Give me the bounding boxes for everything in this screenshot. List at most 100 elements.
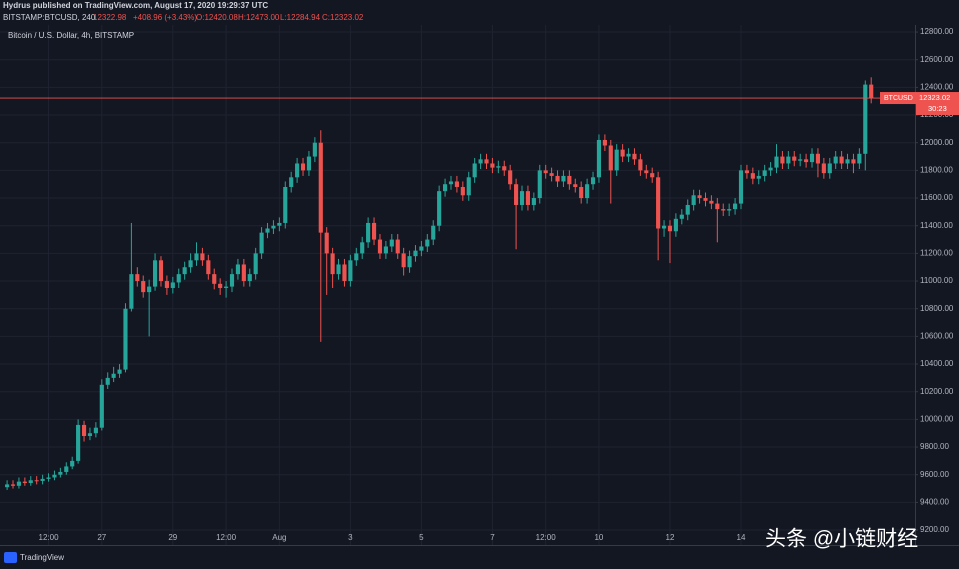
candle-body [318,142,323,233]
open: O:12420.08 [196,13,238,22]
candle-body [780,156,785,164]
candle-body [543,170,548,174]
candle-body [839,156,844,164]
y-tick-label: 9600.00 [920,470,949,479]
candle-body [656,177,661,229]
candle-body [289,177,294,187]
y-tick-label: 11000.00 [920,276,953,285]
x-tick-label: 27 [97,533,106,542]
x-tick-label: 5 [419,533,424,542]
x-tick-label: 12:00 [39,533,60,542]
candle-body [182,267,187,275]
candle-body [283,186,288,223]
candle-body [478,159,483,164]
candle-body [277,222,282,226]
x-tick-label: 29 [168,533,177,542]
candle-body [691,195,696,205]
x-tick-label: 12:00 [216,533,237,542]
candle-body [371,222,377,240]
y-tick-label: 9400.00 [920,498,949,507]
candle-body [377,239,383,254]
candle-body [845,159,850,164]
candle-body [466,177,471,196]
candle-body [212,274,217,284]
countdown: 30:23 [928,104,947,113]
candle-body [762,170,767,176]
candle-body [460,186,465,196]
candle-body [46,477,51,479]
y-tick-label: 10400.00 [920,359,954,368]
candle-body [490,163,495,168]
last: 12322.98 [93,13,127,22]
candle-body [519,191,525,205]
low: L:12284.94 [280,13,321,22]
candle-body [354,253,359,261]
candle-body [105,377,110,385]
change: +408.96 (+3.43%) [133,13,197,22]
candle-body [306,156,312,171]
candle-body [549,173,554,176]
candle-body [697,195,702,199]
candle-body [738,170,744,204]
candle-body [383,246,388,254]
candle-body [709,200,714,204]
candle-body [431,225,436,240]
logo-icon [4,552,17,563]
candle-body [514,184,519,205]
candle-body [821,163,826,174]
candle-body [265,228,270,233]
candle-body [312,142,317,157]
close: C:12323.02 [322,13,364,22]
candle-body [644,170,649,174]
y-tick-label: 10600.00 [920,332,954,341]
candle-body [58,471,63,475]
candle-body [608,145,613,171]
candle-body [733,203,738,210]
candle-body [596,139,602,178]
candle-body [395,239,400,254]
candle-body [200,253,205,261]
candle-body [123,308,128,370]
candle-body [715,203,720,210]
candle-body [336,264,341,275]
candle-body [673,218,678,232]
logo: TradingView [4,552,64,563]
y-tick-label: 9200.00 [920,525,949,534]
candle-body [10,484,16,486]
candle-body [472,163,477,178]
candle-body [40,478,45,481]
brand: TradingView [20,553,64,562]
watermark: 头条 @小链财经 [765,528,918,551]
y-tick-label: 12800.00 [920,27,954,36]
candle-body [413,250,418,257]
candle-body [857,153,862,164]
candle-body [188,260,193,268]
y-tick-label: 12000.00 [920,138,954,147]
candle-body [389,239,394,247]
x-tick-label: 10 [594,533,603,542]
candle-body [16,481,22,486]
y-tick-label: 10000.00 [920,415,954,424]
y-tick-label: 11800.00 [920,165,953,174]
candle-body [76,424,81,461]
candle-body [437,191,442,226]
candle-body [176,274,181,283]
symbol-label: BTCUSD [884,95,913,102]
candle-body [798,159,803,161]
candle-body [206,260,211,275]
candle-body [833,156,838,164]
x-tick-label: 14 [737,533,746,542]
candle-body [650,173,655,178]
candle-body [537,170,542,199]
candle-body [99,384,104,428]
candle-body [342,264,347,282]
chart-title: Bitcoin / U.S. Dollar, 4h, BITSTAMP [8,31,134,40]
candle-body [152,260,158,287]
candle-body [804,159,809,163]
candle-body [484,159,489,164]
candle-body [579,186,584,199]
candle-body [295,163,300,178]
x-tick-label: 7 [490,533,495,542]
candle-body [87,433,93,436]
